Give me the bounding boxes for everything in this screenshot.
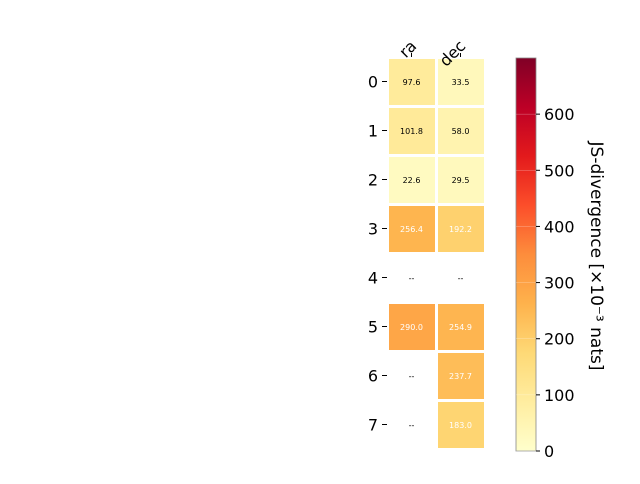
heatmap-cell-label: 237.7	[449, 372, 472, 381]
heatmap-cell	[438, 304, 484, 350]
colorbar-tick-label: 400	[544, 217, 575, 236]
heatmap-cell-label: 290.0	[400, 323, 423, 332]
colorbar-gradient	[515, 57, 537, 452]
heatmap-cell	[438, 402, 484, 448]
x-tick-label: ra	[395, 36, 420, 61]
heatmap-cell	[438, 59, 484, 105]
heatmap-cell-labels: 97.6 33.5 101.8 58.0 22.6 29.5 256.4 192.2 -- -- 2…	[400, 78, 472, 430]
colorbar-tick-label: 600	[544, 105, 575, 124]
y-axis-ticks: 0 1 2 3 4 5 6 7	[368, 73, 387, 435]
heatmap-cell	[389, 59, 435, 105]
y-tick-label: 0	[368, 73, 378, 92]
y-tick-label: 4	[368, 269, 378, 288]
colorbar-tick-label: 300	[544, 274, 575, 293]
heatmap-cell	[389, 108, 435, 154]
colorbar: 0 100 200 300 400 500 600 JS-divergence [×10⁻³…	[515, 57, 606, 461]
heatmap-cell-label: --	[458, 274, 464, 283]
colorbar-label: JS-divergence [×10⁻³ nats]	[586, 141, 606, 371]
heatmap-cell-label: 192.2	[449, 225, 472, 234]
heatmap-cell-label: 97.6	[403, 78, 421, 87]
colorbar-tick-label: 100	[544, 386, 575, 405]
y-tick-label: 2	[368, 171, 378, 190]
colorbar-tick-label: 0	[544, 442, 554, 461]
heatmap-cell-label: 254.9	[449, 323, 472, 332]
heatmap-cell-label: 29.5	[452, 176, 470, 185]
y-tick-label: 3	[368, 220, 378, 239]
heatmap-cell-label: 256.4	[400, 225, 423, 234]
heatmap-cell	[438, 206, 484, 252]
heatmap-cell-label: 101.8	[400, 127, 423, 136]
heatmap-cell-label: 33.5	[452, 78, 470, 87]
colorbar-ticks: 0 100 200 300 400 500 600	[516, 105, 575, 461]
colorbar-tick-label: 200	[544, 330, 575, 349]
heatmap-cell-label: 22.6	[403, 176, 421, 185]
heatmap-cell-label: --	[409, 274, 415, 283]
heatmap-cell	[438, 157, 484, 203]
heatmap-cell-label: --	[409, 372, 415, 381]
y-tick-label: 1	[368, 122, 378, 141]
heatmap-cell	[389, 157, 435, 203]
heatmap-cell	[438, 108, 484, 154]
y-tick-label: 5	[368, 318, 378, 337]
heatmap-cell-label: 183.0	[449, 421, 472, 430]
heatmap-cell-label: 58.0	[452, 127, 470, 136]
colorbar-tick-label: 500	[544, 161, 575, 180]
heatmap-cell	[438, 353, 484, 399]
heatmap-cells	[389, 59, 484, 448]
heatmap-cell-label: --	[409, 421, 415, 430]
y-tick-label: 7	[368, 416, 378, 435]
y-tick-label: 6	[368, 367, 378, 386]
heatmap-cell	[389, 304, 435, 350]
heatmap-cell	[389, 206, 435, 252]
